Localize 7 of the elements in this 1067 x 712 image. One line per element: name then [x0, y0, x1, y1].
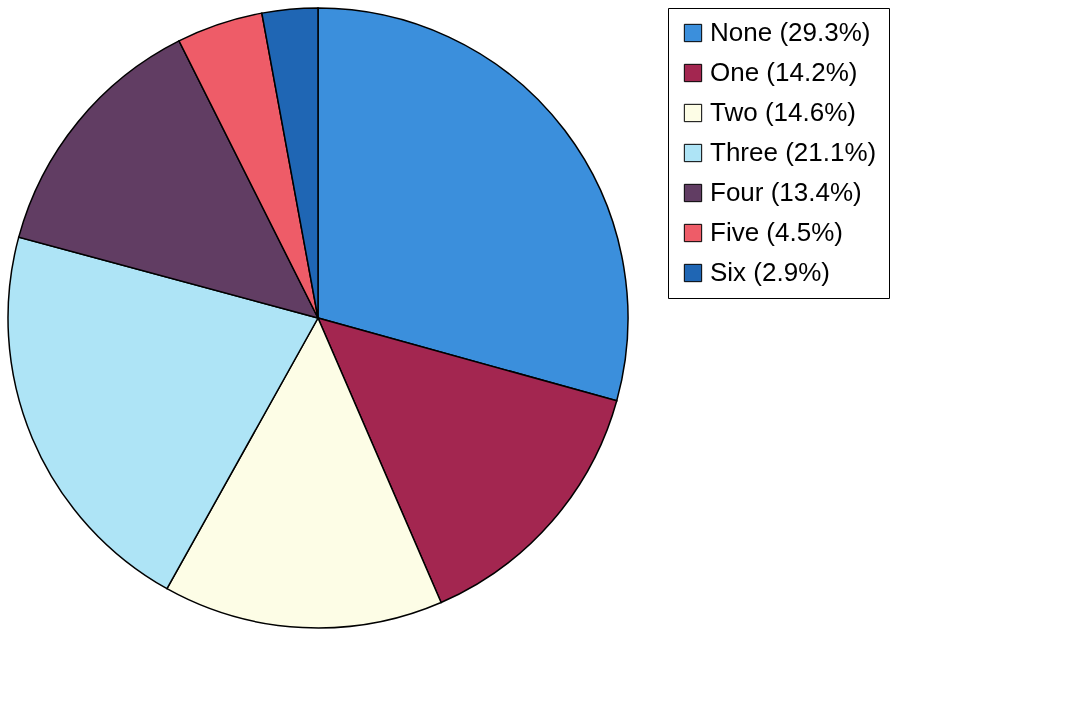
legend-label: Three (21.1%) — [710, 137, 877, 167]
legend-label: One (14.2%) — [710, 57, 858, 87]
legend-label: Five (4.5%) — [710, 217, 843, 247]
legend-label: None (29.3%) — [710, 17, 871, 47]
legend-label: Four (13.4%) — [710, 177, 862, 207]
legend-label: Six (2.9%) — [710, 257, 830, 287]
legend-label: Two (14.6%) — [710, 97, 856, 127]
